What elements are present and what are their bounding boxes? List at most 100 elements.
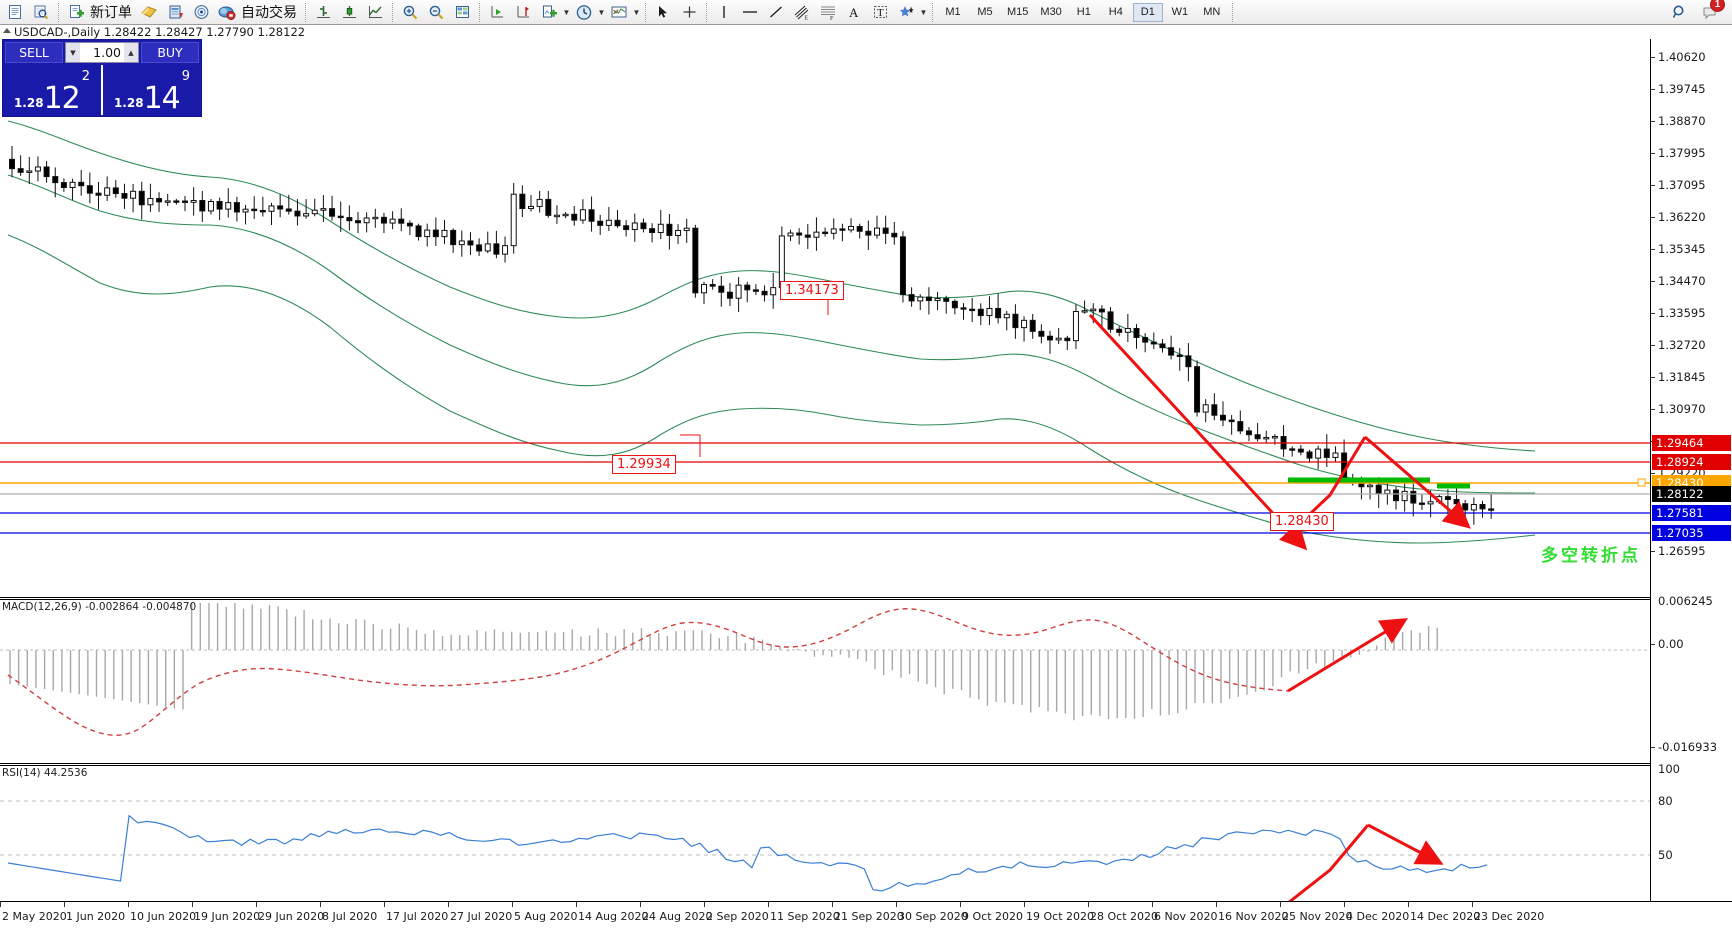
chart-area[interactable]: USDCAD-,Daily 1.28422 1.28427 1.27790 1.… [0,25,1732,943]
price-axis-label: 1.30970 [1658,402,1706,416]
timeframe-m30[interactable]: M30 [1040,6,1062,18]
notifications-icon[interactable]: 1 [1698,0,1725,23]
toolbar-divider-7 [932,2,933,22]
downtrend-trendline [1088,313,1308,551]
chart-shift-icon[interactable] [511,1,535,23]
timeframe-w1[interactable]: W1 [1171,6,1189,18]
templates-chevron-down-icon[interactable]: ▼ [632,7,641,17]
terminal-icon[interactable] [163,1,187,23]
price-chip-resistance[interactable]: 1.29464 [1652,435,1731,451]
line-chart-icon[interactable] [363,1,387,23]
shapes-chevron-down-icon[interactable]: ▼ [919,7,928,17]
crosshair-icon[interactable] [677,1,701,23]
time-axis-tick [1088,902,1089,907]
shapes-icon[interactable] [894,1,918,23]
one-click-trading-panel[interactable]: SELL ▼ 1.00 ▲ BUY 1.28 12 2 1.28 14 9 [2,39,202,117]
timeframe-m5[interactable]: M5 [977,6,993,18]
period-chevron-down-icon[interactable]: ▼ [597,7,606,17]
cursor-icon[interactable] [651,1,675,23]
timeframe-d1[interactable]: D1 [1132,2,1163,22]
vertical-line-icon[interactable] [712,1,736,23]
new-order-icon[interactable] [64,1,88,23]
macd-axis-label: -0.016933 [1658,740,1718,754]
zoom-in-icon[interactable] [398,1,422,23]
price-chip-support[interactable]: 1.27035 [1652,525,1731,541]
price-axis-label: 1.38870 [1658,114,1706,128]
annotation-mid-label[interactable]: 1.28430 [1270,512,1334,531]
timeframe-mn[interactable]: MN [1203,6,1221,18]
time-axis-tick [1472,902,1473,907]
rsi-axis-label: 50 [1658,848,1673,862]
period-icon[interactable] [572,1,596,23]
volume-decrease-icon[interactable]: ▼ [66,43,80,62]
metaeditor-icon[interactable] [137,1,161,23]
time-axis-tick [1216,902,1217,907]
strategy-tester-icon[interactable] [189,1,213,23]
timeframe-m1[interactable]: M1 [945,6,961,18]
time-axis-tick [640,902,641,907]
time-axis-label: 19 Oct 2020 [1026,910,1095,923]
toolbar-divider-8 [1231,2,1233,22]
search-icon[interactable] [1667,1,1691,23]
symbol-info-text: USDCAD-,Daily 1.28422 1.28427 1.27790 1.… [14,25,306,39]
price-axis-tick [1651,473,1655,474]
time-axis-label: 25 Nov 2020 [1282,910,1353,923]
price-axis-tick [1651,249,1655,250]
zoom-out-icon[interactable] [424,1,448,23]
volume-input[interactable]: 1.00 [93,45,121,60]
collapse-triangle-icon[interactable] [3,28,11,33]
fibonacci-icon[interactable]: F [816,1,840,23]
equidistant-channel-icon[interactable]: E [790,1,814,23]
price-chip-last-price[interactable]: 1.28122 [1652,486,1731,502]
sell-price-fraction: 2 [81,69,91,84]
text-label-icon[interactable]: T [868,1,892,23]
new-order-label[interactable]: 新订单 [90,5,132,21]
bar-chart-icon[interactable] [311,1,335,23]
timeframe-h4[interactable]: H4 [1108,6,1123,18]
price-axis-label: 1.37095 [1658,178,1706,192]
projection-down-leg [1364,435,1471,529]
indicators-chevron-down-icon[interactable]: ▼ [562,7,571,17]
toolbar-divider-4 [479,2,480,22]
indicators-icon[interactable] [537,1,561,23]
annotation-low-label[interactable]: 1.29934 [612,455,676,474]
buy-price-fraction: 9 [181,69,191,84]
time-axis-tick [256,902,257,907]
candlestick-chart-icon[interactable] [337,1,361,23]
volume-increase-icon[interactable]: ▲ [124,43,138,62]
time-axis-tick [1280,902,1281,907]
rsi-projection-down [1367,823,1444,865]
time-axis-tick [960,902,961,907]
pane-separator-macd-rsi[interactable] [0,763,1732,766]
trendline-icon[interactable] [764,1,788,23]
data-window-icon[interactable] [450,1,474,23]
auto-scroll-icon[interactable] [485,1,509,23]
templates-icon[interactable] [607,1,631,23]
time-axis-tick [576,902,577,907]
profiles-icon[interactable] [29,1,53,23]
time-axis-label: 2 Sep 2020 [706,910,769,923]
macd-axis-tick [1651,644,1655,645]
new-chart-icon[interactable] [3,1,27,23]
chinese-note-annotation[interactable]: 多空转折点 [1541,546,1641,566]
time-axis[interactable]: 2 May 2020 1 Jun 2020 10 Jun 2020 19 Jun 20… [0,901,1732,943]
buy-button[interactable]: BUY [141,42,199,63]
annotation-high-label[interactable]: 1.34173 [780,281,844,300]
volume-stepper[interactable]: ▼ 1.00 ▲ [65,42,139,63]
buy-quote[interactable]: 1.28 14 9 [101,65,201,115]
autotrading-icon[interactable] [215,1,239,23]
autotrading-label[interactable]: 自动交易 [241,5,297,21]
timeframe-m15[interactable]: M15 [1007,6,1029,18]
horizontal-line-icon[interactable] [738,1,762,23]
time-axis-label: 16 Nov 2020 [1218,910,1289,923]
sell-quote[interactable]: 1.28 12 2 [3,65,101,115]
price-axis[interactable]: 1.40620 1.39745 1.38870 1.37995 1.37095 1.362… [1650,39,1732,943]
timeframe-h1[interactable]: H1 [1076,6,1091,18]
price-axis-tick [1651,377,1655,378]
pane-separator-price-macd[interactable] [0,597,1732,600]
time-axis-tick [320,902,321,907]
text-icon[interactable]: A [842,1,866,23]
price-chip-support[interactable]: 1.27581 [1652,505,1731,521]
price-chip-resistance[interactable]: 1.28924 [1652,454,1731,470]
sell-button[interactable]: SELL [5,42,63,63]
